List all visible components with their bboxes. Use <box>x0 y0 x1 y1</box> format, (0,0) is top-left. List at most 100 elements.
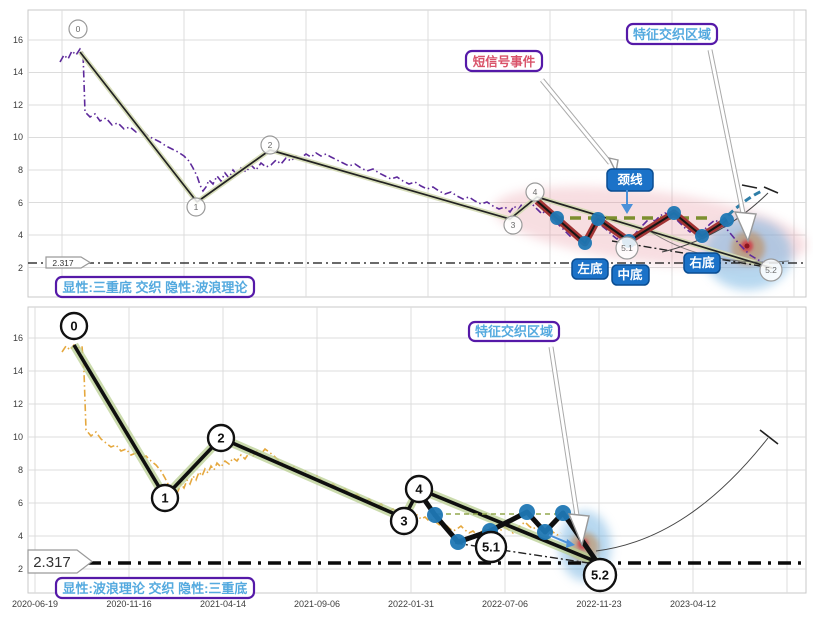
y-axis-tick-label: 2 <box>18 564 23 574</box>
x-axis-tick-label: 2022-07-06 <box>482 599 528 609</box>
tag-rect <box>571 258 609 280</box>
data-point-marker <box>450 534 466 550</box>
x-axis-tick-label: 2023-04-12 <box>670 599 716 609</box>
data-point-marker <box>667 206 681 220</box>
wave-label-circle <box>474 530 508 564</box>
wave-label-text: 4 <box>533 187 538 197</box>
feature-zone-label: 特征交织区域 <box>625 22 719 46</box>
price-line <box>61 343 562 537</box>
annotation-rect <box>625 22 719 46</box>
wave-label-circle <box>150 483 180 513</box>
support-value: 2.317 <box>52 258 74 268</box>
wave-label-circle <box>260 135 280 155</box>
bottom-legend-box: 显性:波浪理论 交织 隐性:三重底 <box>54 576 256 600</box>
data-point-marker <box>519 504 535 520</box>
y-axis-tick-label: 12 <box>13 100 23 110</box>
y-axis-tick-label: 16 <box>13 35 23 45</box>
support-value: 2.317 <box>33 554 71 571</box>
wave-labels: 0 1 2 3 4 5.1 5.2 <box>68 19 783 282</box>
y-axis-tick-label: 12 <box>13 399 23 409</box>
left-bottom-tag: 左底 <box>571 258 609 280</box>
annotation-text: 特征交织区域 <box>475 324 553 339</box>
wave-label-circle <box>206 423 236 453</box>
tag-text: 中底 <box>617 267 643 282</box>
signal-event-label: 短信号事件 <box>464 49 544 73</box>
data-point-marker <box>427 507 443 523</box>
wave-label-text: 4 <box>415 482 423 497</box>
wave5-guide-line <box>454 542 603 566</box>
x-axis-tick-label: 2020-11-16 <box>106 599 151 609</box>
wave-label-text: 1 <box>194 202 199 212</box>
signal-pointer-arrow <box>548 534 569 544</box>
heat-core-dot <box>744 243 750 249</box>
y-axis-tick-label: 4 <box>18 230 23 240</box>
wave-label-text: 2 <box>268 140 273 150</box>
feature-zone-label: 特征交织区域 <box>467 320 561 343</box>
bottom-x-axis: 2020-06-19 2020-11-16 2021-04-14 2021-09-06… <box>12 599 716 609</box>
feature-zone-arrow <box>707 49 757 244</box>
data-point-marker <box>695 229 709 243</box>
top-plot-frame <box>27 9 807 298</box>
y-axis-tick-label: 14 <box>13 366 23 376</box>
callout-shape <box>27 549 93 574</box>
data-point-marker <box>578 236 592 250</box>
signal-markers <box>550 206 734 250</box>
wave-label-text: 2 <box>217 431 224 446</box>
y-axis-tick-label: 8 <box>18 465 23 475</box>
y-axis-tick-label: 16 <box>13 333 23 343</box>
annotation-rect <box>467 320 561 343</box>
wave-label-circle <box>759 258 783 282</box>
y-axis-tick-label: 8 <box>18 165 23 175</box>
x-axis-tick-label: 2022-01-31 <box>388 599 434 609</box>
legend-text: 显性:波浪理论 交织 隐性:三重底 <box>63 581 248 596</box>
wave-label-circle <box>615 236 639 260</box>
wave-label-text: 5.1 <box>482 540 500 555</box>
bottom-grid-vertical <box>34 307 788 593</box>
arrow-shaft-inner <box>708 49 746 219</box>
neckline-pointer-arrow-head <box>621 204 633 214</box>
legend-rect <box>54 576 256 600</box>
x-axis-tick-label: 2020-06-19 <box>12 599 58 609</box>
top-y-axis: 16 14 12 10 8 6 4 2 <box>13 35 23 273</box>
x-axis-tick-label: 2022-11-23 <box>576 599 621 609</box>
wave-label-circle <box>525 182 545 202</box>
wave-label-text: 5.1 <box>621 243 633 253</box>
mid-bottom-tag: 中底 <box>611 264 650 286</box>
signal-pointer-arrow-head <box>566 539 575 548</box>
bottom-plot-frame <box>27 306 807 594</box>
convergence-arc-upper <box>661 192 769 253</box>
right-bottom-tag: 右底 <box>683 252 721 274</box>
arrow-head-icon <box>733 211 757 244</box>
bottom-y-axis: 16 14 12 10 8 6 4 2 <box>13 333 23 574</box>
wave-label-circle <box>582 557 618 593</box>
neckline-tag: 颈线 <box>606 168 654 192</box>
x-axis-tick-label: 2021-09-06 <box>294 599 340 609</box>
wave-line <box>79 51 773 269</box>
annotation-rect <box>464 49 544 73</box>
x-axis-tick-label: 2021-04-14 <box>200 599 246 609</box>
support-callout: 2.317 <box>45 256 92 269</box>
legend-rect <box>54 275 256 299</box>
price-line <box>59 47 766 265</box>
arrow-head-icon <box>567 513 590 548</box>
data-point-marker <box>555 505 571 521</box>
bottom-grid-horizontal <box>28 337 806 570</box>
tag-text: 右底 <box>688 255 715 270</box>
data-point-marker <box>537 524 553 540</box>
y-axis-tick-label: 4 <box>18 531 23 541</box>
arrow-shaft-inner <box>549 346 580 523</box>
wave-label-text: 0 <box>70 319 77 334</box>
wave-label-circle <box>186 197 206 217</box>
wave-label-text: 1 <box>161 491 168 506</box>
legend-text: 显性:三重底 交织 隐性:波浪理论 <box>63 280 249 295</box>
y-axis-tick-label: 10 <box>13 132 23 142</box>
wave-label-circle <box>68 19 88 39</box>
arrow-shaft-inner <box>540 79 612 164</box>
y-axis-tick-label: 6 <box>18 498 23 508</box>
wave-label-circle <box>59 311 89 341</box>
tag-text: 左底 <box>576 261 603 276</box>
wave-labels: 0 1 2 3 4 5.1 5.2 <box>59 311 618 593</box>
